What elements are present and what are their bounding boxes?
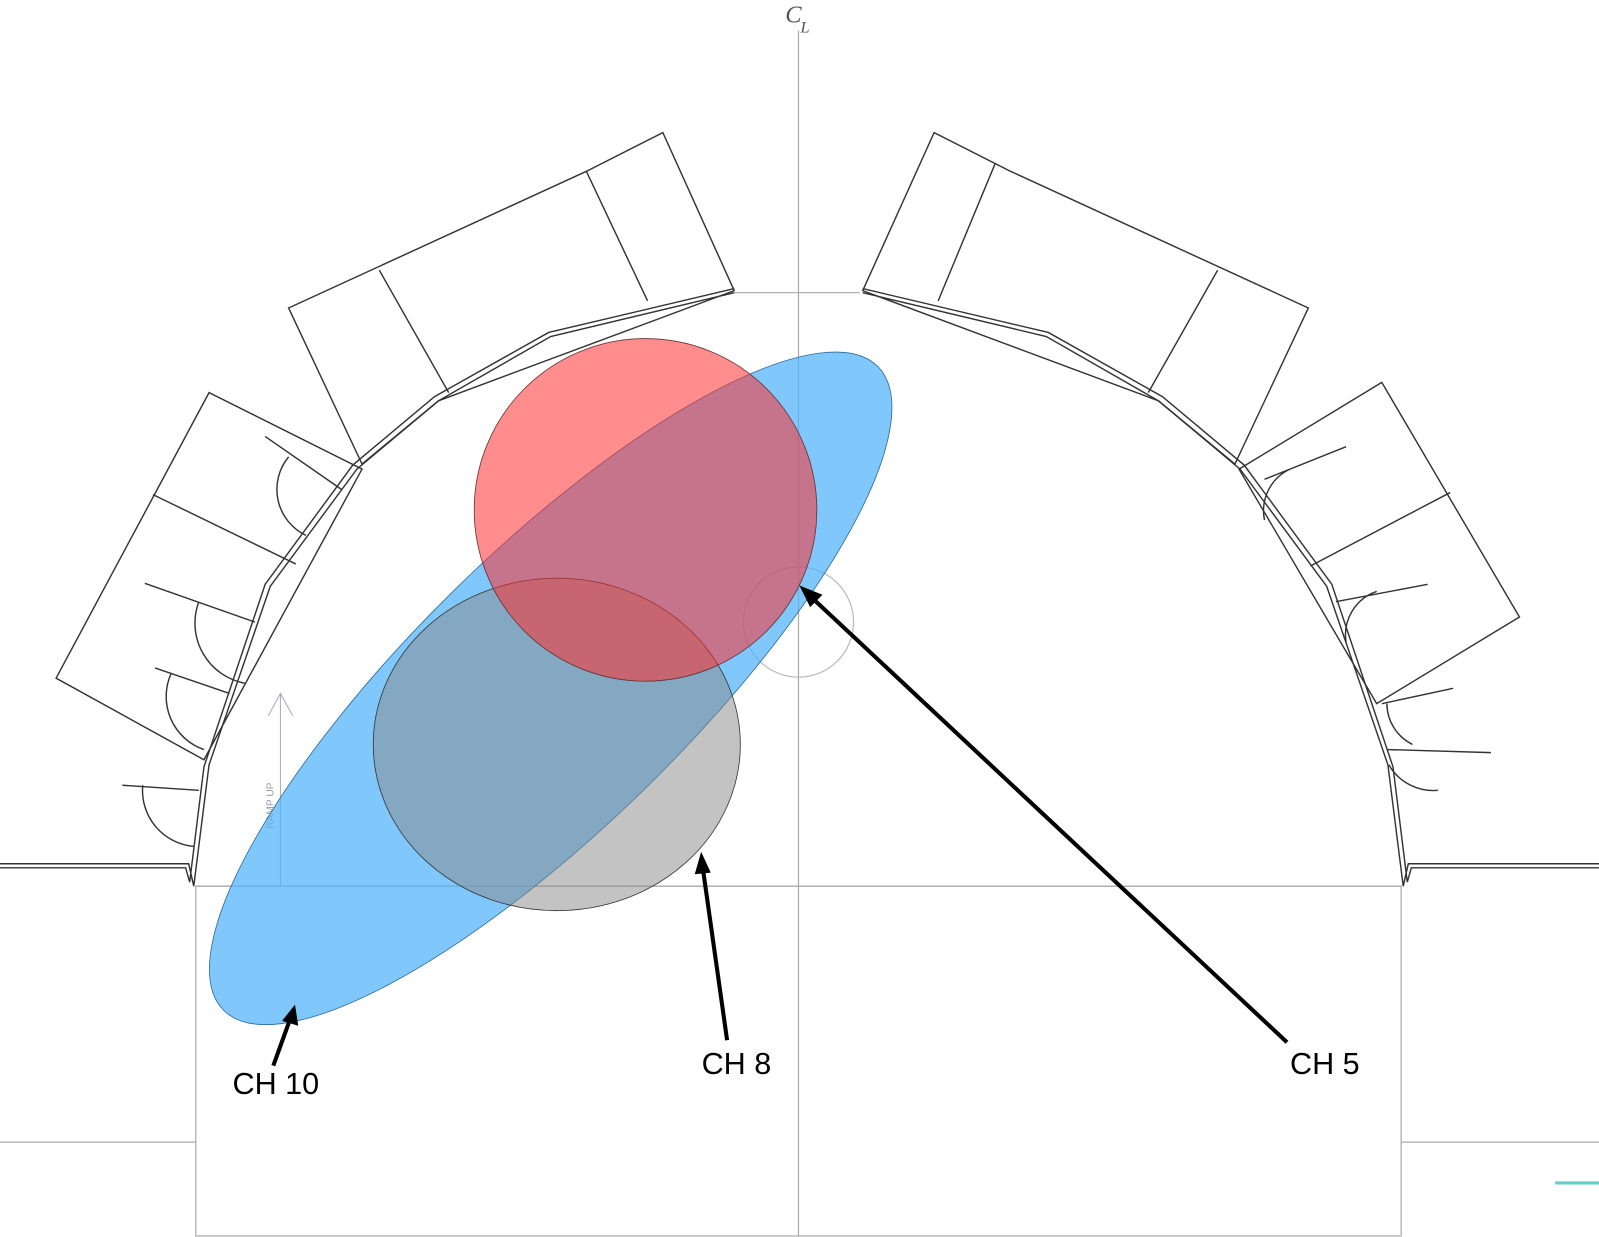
leader [809, 595, 1289, 1044]
arrowhead [694, 851, 711, 875]
door [1381, 687, 1454, 746]
centerline-symbol: C [785, 1, 802, 28]
door [1386, 748, 1491, 792]
leader [700, 866, 730, 1041]
callout-label: CH 10 [233, 1067, 320, 1101]
centerline-subscript: L [800, 18, 810, 37]
booth [1238, 381, 1521, 705]
door [122, 784, 199, 848]
door [1335, 583, 1428, 643]
booth [55, 391, 363, 761]
arrowhead [282, 1004, 299, 1026]
callout-label: CH 8 [702, 1047, 772, 1081]
stage-area [195, 885, 1402, 1237]
door [144, 582, 256, 684]
wall [0, 287, 735, 883]
callout-label: CH 5 [1290, 1047, 1360, 1081]
booth-divider [1147, 269, 1219, 393]
door [1262, 446, 1347, 521]
leader [271, 1017, 293, 1067]
booth-divider [378, 269, 450, 393]
booth-divider [1310, 491, 1451, 567]
booth-divider [585, 171, 649, 302]
ramp-label: RAMP UP [265, 782, 276, 828]
zone-ch5 [473, 338, 818, 682]
arrowhead [799, 585, 823, 608]
booth-divider [937, 162, 996, 302]
booth-divider [152, 493, 297, 565]
door [154, 667, 230, 751]
door [264, 435, 343, 537]
booth [861, 131, 1310, 466]
wall [862, 291, 1599, 887]
wall [862, 287, 1599, 883]
